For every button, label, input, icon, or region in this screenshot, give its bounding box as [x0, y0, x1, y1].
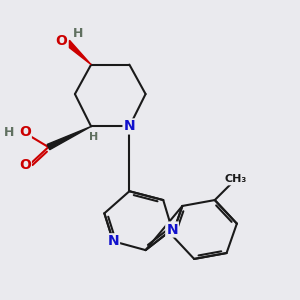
- Text: H: H: [73, 27, 83, 40]
- Text: N: N: [166, 223, 178, 236]
- Text: O: O: [19, 125, 31, 139]
- Text: O: O: [19, 158, 31, 172]
- Text: N: N: [124, 119, 135, 134]
- Text: H: H: [4, 126, 14, 139]
- Polygon shape: [47, 126, 91, 150]
- Text: H: H: [89, 132, 99, 142]
- Polygon shape: [65, 40, 91, 64]
- Text: O: O: [56, 34, 68, 48]
- Text: CH₃: CH₃: [224, 174, 247, 184]
- Text: N: N: [107, 234, 119, 248]
